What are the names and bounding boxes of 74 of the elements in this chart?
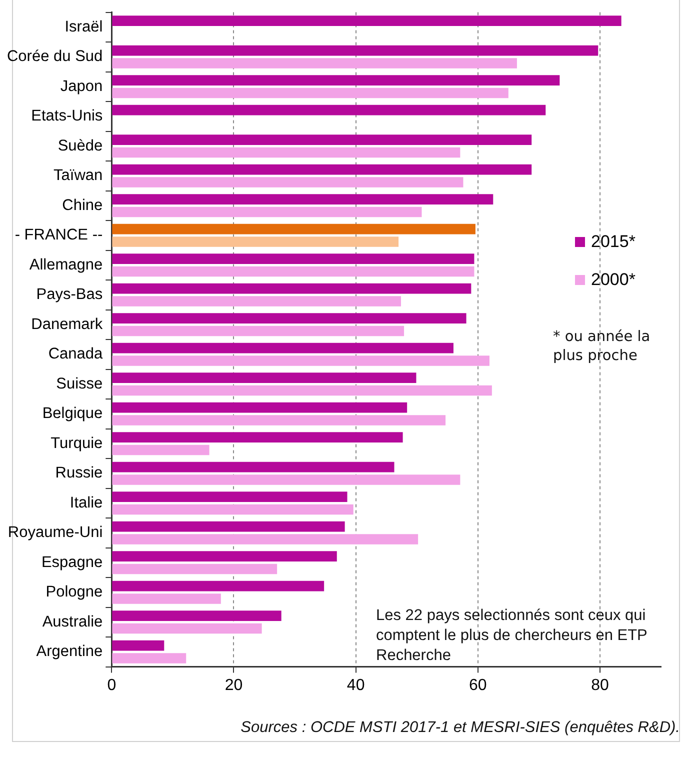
y-tick-label: Allemagne — [29, 256, 103, 274]
bar — [112, 564, 278, 574]
bar — [112, 432, 403, 443]
bar — [112, 610, 282, 622]
bar — [112, 594, 221, 604]
bar — [112, 385, 492, 396]
bar — [112, 45, 598, 56]
y-tick-label: Italie — [70, 494, 103, 512]
y-tick-label: Corée du Sud — [6, 48, 103, 66]
bar — [112, 580, 324, 592]
y-tick-label: Australie — [42, 613, 103, 630]
bar — [112, 296, 401, 306]
x-tick-label: 60 — [468, 676, 487, 694]
bar — [112, 653, 186, 664]
x-tick-label: 20 — [224, 676, 243, 694]
bar — [112, 326, 404, 336]
y-tick-label: Taïwan — [54, 167, 103, 184]
bar — [112, 75, 560, 86]
bar — [112, 415, 446, 426]
bar — [112, 521, 345, 532]
source-note: Sources : OCDE MSTI 2017-1 et MESRI-SIES (enquêtes R&D). — [240, 718, 680, 738]
bar — [112, 474, 460, 485]
bar — [112, 58, 517, 68]
y-tick-label: Pays-Bas — [36, 286, 103, 304]
y-tick-label: - FRANCE -- — [14, 226, 103, 244]
y-tick-label: Israël — [64, 18, 103, 36]
bar — [112, 402, 408, 413]
bar — [112, 640, 164, 651]
annotation: * ou année la plus proche — [553, 328, 652, 366]
bar — [112, 236, 399, 247]
bar — [112, 283, 472, 294]
y-tick-label: Suède — [58, 137, 103, 154]
y-tick-label: Etats-Unis — [31, 108, 103, 125]
y-tick-label: Turquie — [50, 434, 103, 452]
bar — [112, 356, 490, 366]
legend-label: 2000* — [591, 270, 636, 290]
bar — [112, 194, 494, 205]
bar — [112, 134, 532, 146]
y-tick-label: Danemark — [31, 316, 103, 333]
bar — [112, 266, 474, 277]
bar — [112, 147, 460, 158]
bar — [112, 164, 532, 175]
y-tick-label: Espagne — [41, 554, 103, 571]
bar — [112, 206, 422, 218]
y-tick-label: Belgique — [42, 405, 103, 422]
bar — [112, 444, 210, 456]
y-tick-label: Pologne — [46, 584, 103, 601]
bar — [112, 504, 354, 515]
legend-label: 2015* — [591, 232, 636, 252]
y-tick-label: Russie — [55, 464, 103, 482]
bar — [112, 254, 474, 264]
y-tick-label: Argentine — [36, 643, 103, 660]
bar — [112, 177, 464, 188]
bar — [112, 16, 622, 26]
bar — [112, 104, 546, 116]
y-tick-label: Royaume-Uni — [8, 524, 103, 542]
x-tick-label: 0 — [107, 676, 116, 694]
bar — [112, 342, 454, 354]
y-tick-label: Chine — [62, 196, 103, 214]
bar — [112, 623, 262, 634]
bar — [112, 534, 418, 544]
x-tick-label: 40 — [346, 676, 365, 694]
y-tick-label: Suisse — [56, 375, 103, 392]
x-tick-label: 80 — [591, 676, 609, 694]
bar — [112, 492, 348, 502]
bar — [112, 224, 476, 234]
annotation: Les 22 pays selectionnés sont ceux qui comptent le plus de chercheurs en ETP Recherche — [376, 606, 648, 666]
bar — [112, 88, 508, 98]
bar — [112, 313, 466, 324]
bar — [112, 551, 337, 562]
bar — [112, 462, 394, 472]
bar — [112, 372, 416, 384]
y-tick-label: Canada — [48, 346, 104, 363]
y-tick-label: Japon — [60, 78, 103, 95]
